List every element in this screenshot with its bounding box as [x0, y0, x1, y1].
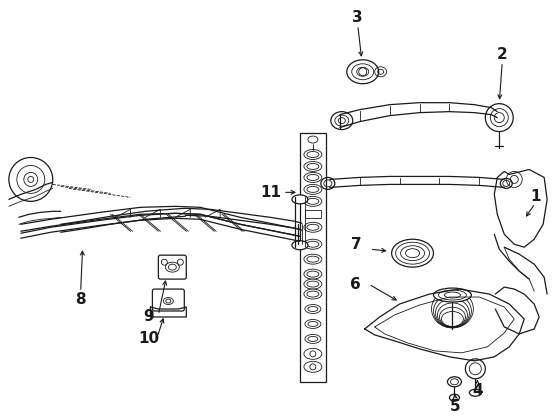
- Ellipse shape: [304, 184, 322, 194]
- FancyBboxPatch shape: [158, 255, 186, 279]
- Text: 5: 5: [450, 399, 461, 414]
- Circle shape: [485, 104, 513, 131]
- Ellipse shape: [292, 241, 308, 250]
- Ellipse shape: [304, 222, 322, 232]
- Ellipse shape: [392, 239, 433, 267]
- Text: 1: 1: [530, 189, 540, 204]
- Text: 4: 4: [472, 383, 483, 398]
- Ellipse shape: [304, 239, 322, 249]
- Ellipse shape: [305, 319, 321, 329]
- Ellipse shape: [304, 348, 322, 359]
- Ellipse shape: [292, 195, 308, 204]
- Ellipse shape: [469, 389, 481, 396]
- Circle shape: [28, 176, 34, 182]
- Ellipse shape: [305, 334, 321, 343]
- Ellipse shape: [304, 173, 322, 182]
- Text: 9: 9: [143, 310, 153, 324]
- Bar: [300, 133, 326, 382]
- Ellipse shape: [433, 288, 471, 302]
- Ellipse shape: [304, 269, 322, 279]
- Ellipse shape: [304, 161, 322, 171]
- Ellipse shape: [304, 254, 322, 264]
- Text: 6: 6: [350, 277, 361, 292]
- Text: 8: 8: [75, 292, 86, 307]
- Ellipse shape: [304, 149, 322, 159]
- Ellipse shape: [352, 64, 374, 80]
- Ellipse shape: [304, 196, 322, 206]
- Ellipse shape: [500, 178, 512, 188]
- Ellipse shape: [304, 279, 322, 289]
- Circle shape: [9, 158, 53, 201]
- Text: 2: 2: [497, 47, 507, 62]
- Circle shape: [465, 359, 485, 379]
- Bar: [305, 210, 321, 218]
- Ellipse shape: [347, 60, 379, 84]
- Text: 11: 11: [260, 185, 281, 200]
- Ellipse shape: [305, 305, 321, 314]
- Text: 10: 10: [138, 332, 159, 347]
- Ellipse shape: [331, 111, 353, 129]
- Ellipse shape: [163, 297, 173, 305]
- Text: 7: 7: [351, 237, 362, 252]
- FancyBboxPatch shape: [152, 289, 184, 311]
- Text: 3: 3: [352, 10, 363, 25]
- Ellipse shape: [321, 178, 335, 189]
- Ellipse shape: [304, 289, 322, 299]
- Ellipse shape: [165, 262, 179, 272]
- Ellipse shape: [304, 362, 322, 372]
- Ellipse shape: [308, 136, 318, 143]
